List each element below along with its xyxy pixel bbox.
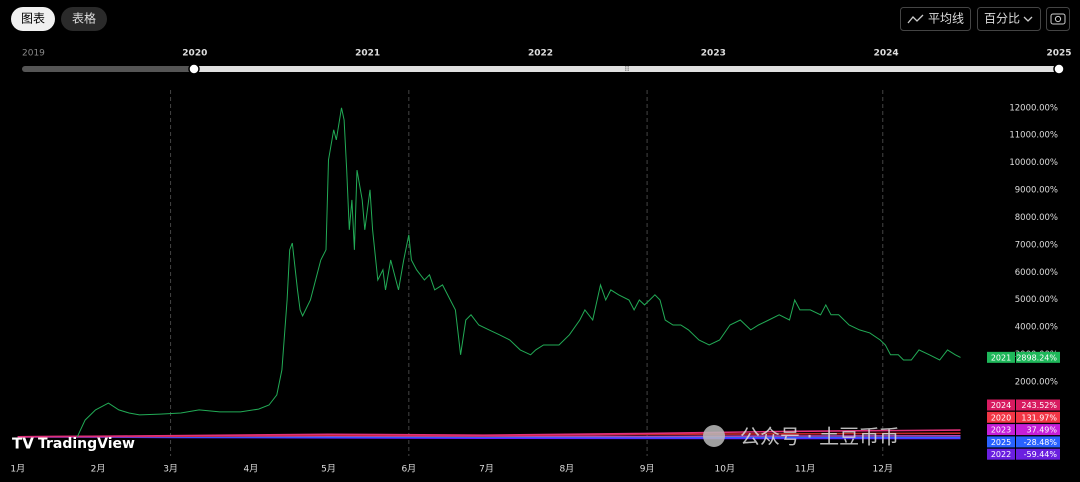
- watermark-icon: [703, 425, 725, 447]
- plot: 2000.00%3000.00%4000.00%5000.00%6000.00%…: [10, 90, 1060, 475]
- tag-value-box: [1016, 351, 1060, 363]
- y-tick-label: 8000.00%: [1015, 213, 1058, 223]
- y-tick-label: 10000.00%: [1009, 158, 1058, 168]
- y-tick-label: 5000.00%: [1015, 295, 1058, 305]
- year-label: 2021: [355, 49, 380, 59]
- tab-table[interactable]: [61, 7, 107, 31]
- average-icon: [907, 14, 924, 24]
- tag-name-box: [987, 351, 1015, 363]
- x-tick-label: 8月: [559, 464, 574, 475]
- x-tick-label: 3月: [163, 464, 178, 475]
- x-tick-label: 1月: [10, 464, 25, 475]
- tab-chart[interactable]: [11, 7, 55, 31]
- tag-value-box: [1016, 448, 1060, 460]
- average-button[interactable]: [900, 7, 971, 31]
- year-label: 2025: [1046, 49, 1071, 59]
- x-tick-label: 9月: [640, 464, 655, 475]
- year-labels: 2019 2020 2021 2022 2023 2024 2025: [22, 49, 1072, 59]
- tab-label: 表格: [72, 11, 96, 26]
- button-label: 百分比: [984, 12, 1020, 26]
- tag-value-box: [1016, 424, 1060, 436]
- tag-value-box: [1016, 399, 1060, 411]
- series-line: [17, 429, 961, 438]
- tag-value-box: [1016, 411, 1060, 423]
- legend-name: 2025: [991, 438, 1011, 447]
- value-label: 243.52%: [1021, 401, 1057, 410]
- x-tick-label: 11月: [795, 464, 815, 475]
- dropdown-icon: [1023, 16, 1033, 22]
- x-tick-label: 6月: [401, 464, 416, 475]
- brand-logo: 𝗧𝗩: [12, 435, 34, 453]
- legend-name: 2024: [991, 401, 1011, 410]
- x-tick-label: 4月: [243, 464, 258, 475]
- y-tick-label: 12000.00%: [1009, 103, 1058, 113]
- tag-name-box: [987, 399, 1015, 411]
- y-tick-label: 6000.00%: [1015, 268, 1058, 278]
- y-tick-label: 9000.00%: [1015, 186, 1058, 196]
- x-tick-label: 5月: [321, 464, 336, 475]
- camera-lens: [1054, 15, 1062, 23]
- tab-label: 图表: [21, 12, 45, 26]
- y-tick-label: 4000.00%: [1015, 323, 1058, 333]
- snapshot-button[interactable]: [1046, 7, 1070, 31]
- slider-handle[interactable]: [188, 63, 200, 75]
- year-label: 2020: [182, 49, 207, 59]
- value-label: -28.48%: [1024, 438, 1058, 447]
- legend-name: 2020: [991, 413, 1011, 422]
- camera-icon: [1050, 13, 1066, 25]
- y-tick-label: 2000.00%: [1015, 377, 1058, 387]
- y-tick-label: 7000.00%: [1015, 240, 1058, 250]
- legend-name: 2023: [991, 426, 1011, 435]
- percent-button[interactable]: [977, 7, 1041, 31]
- year-label: 2024: [874, 49, 899, 59]
- y-tick-label: 11000.00%: [1009, 131, 1058, 141]
- legend-name: 2021: [991, 353, 1011, 362]
- tag-value-box: [1016, 436, 1060, 448]
- value-label: -59.44%: [1024, 450, 1058, 459]
- value-label: 131.97%: [1021, 413, 1057, 422]
- slider-grip: ⁞⁞: [625, 65, 629, 73]
- slider-handle[interactable]: [1053, 63, 1065, 75]
- year-label: 2019: [22, 49, 45, 59]
- x-tick-label: 10月: [715, 464, 735, 475]
- value-label: 37.49%: [1026, 426, 1057, 435]
- tag-name-box: [987, 411, 1015, 423]
- tag-name-box: [987, 436, 1015, 448]
- brand-name: TradingView: [38, 436, 135, 452]
- series-line: [76, 107, 961, 438]
- legend-name: 2022: [991, 450, 1011, 459]
- value-label: 2898.24%: [1016, 353, 1057, 362]
- tag-name-box: [987, 448, 1015, 460]
- year-label: 2023: [701, 49, 726, 59]
- x-tick-label: 2月: [91, 464, 106, 475]
- button-label: 平均线: [928, 12, 964, 26]
- tag-name-box: [987, 424, 1015, 436]
- x-tick-label: 7月: [479, 464, 494, 475]
- watermark: 公众号 · 土豆币币: [740, 425, 899, 449]
- x-tick-label: 12月: [873, 464, 893, 475]
- year-label: 2022: [528, 49, 553, 59]
